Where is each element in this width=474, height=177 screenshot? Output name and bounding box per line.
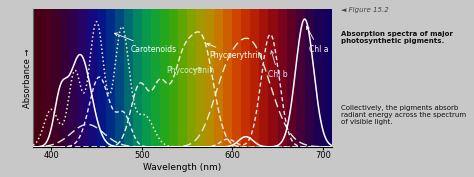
Text: Phycocyanin: Phycocyanin xyxy=(166,66,214,75)
Bar xyxy=(178,9,187,147)
Bar xyxy=(287,9,296,147)
Bar xyxy=(60,9,69,147)
Bar xyxy=(232,9,241,147)
Text: Chl a: Chl a xyxy=(306,26,328,54)
Bar xyxy=(78,9,88,147)
Bar xyxy=(268,9,277,147)
Text: ◄ Figure 15.2: ◄ Figure 15.2 xyxy=(341,7,389,13)
Bar xyxy=(33,9,42,147)
Bar xyxy=(223,9,232,147)
Bar xyxy=(169,9,178,147)
X-axis label: Wavelength (nm): Wavelength (nm) xyxy=(143,163,222,172)
Bar xyxy=(205,9,214,147)
Bar xyxy=(160,9,169,147)
Bar xyxy=(124,9,133,147)
Bar xyxy=(314,9,323,147)
Text: Absorption spectra of major photosynthetic pigments.: Absorption spectra of major photosynthet… xyxy=(341,31,453,44)
Bar xyxy=(133,9,142,147)
Bar xyxy=(241,9,250,147)
Bar xyxy=(88,9,97,147)
Bar xyxy=(214,9,223,147)
Bar xyxy=(151,9,160,147)
Bar xyxy=(51,9,60,147)
Bar xyxy=(250,9,259,147)
Bar xyxy=(97,9,106,147)
Bar xyxy=(42,9,51,147)
Bar xyxy=(115,9,124,147)
Bar xyxy=(296,9,305,147)
Text: Phycoerythrin: Phycoerythrin xyxy=(207,43,263,60)
Bar xyxy=(69,9,78,147)
Bar xyxy=(277,9,287,147)
Bar xyxy=(323,9,332,147)
Bar xyxy=(187,9,196,147)
Bar xyxy=(305,9,314,147)
Text: Chl b: Chl b xyxy=(268,51,288,79)
Bar xyxy=(196,9,205,147)
Bar xyxy=(259,9,268,147)
Bar xyxy=(142,9,151,147)
Text: Collectively, the pigments absorb radiant energy across the spectrum of visible : Collectively, the pigments absorb radian… xyxy=(341,105,466,125)
Y-axis label: Absorbance →: Absorbance → xyxy=(23,48,32,108)
Text: Carotenoids: Carotenoids xyxy=(114,33,177,54)
Bar xyxy=(106,9,115,147)
